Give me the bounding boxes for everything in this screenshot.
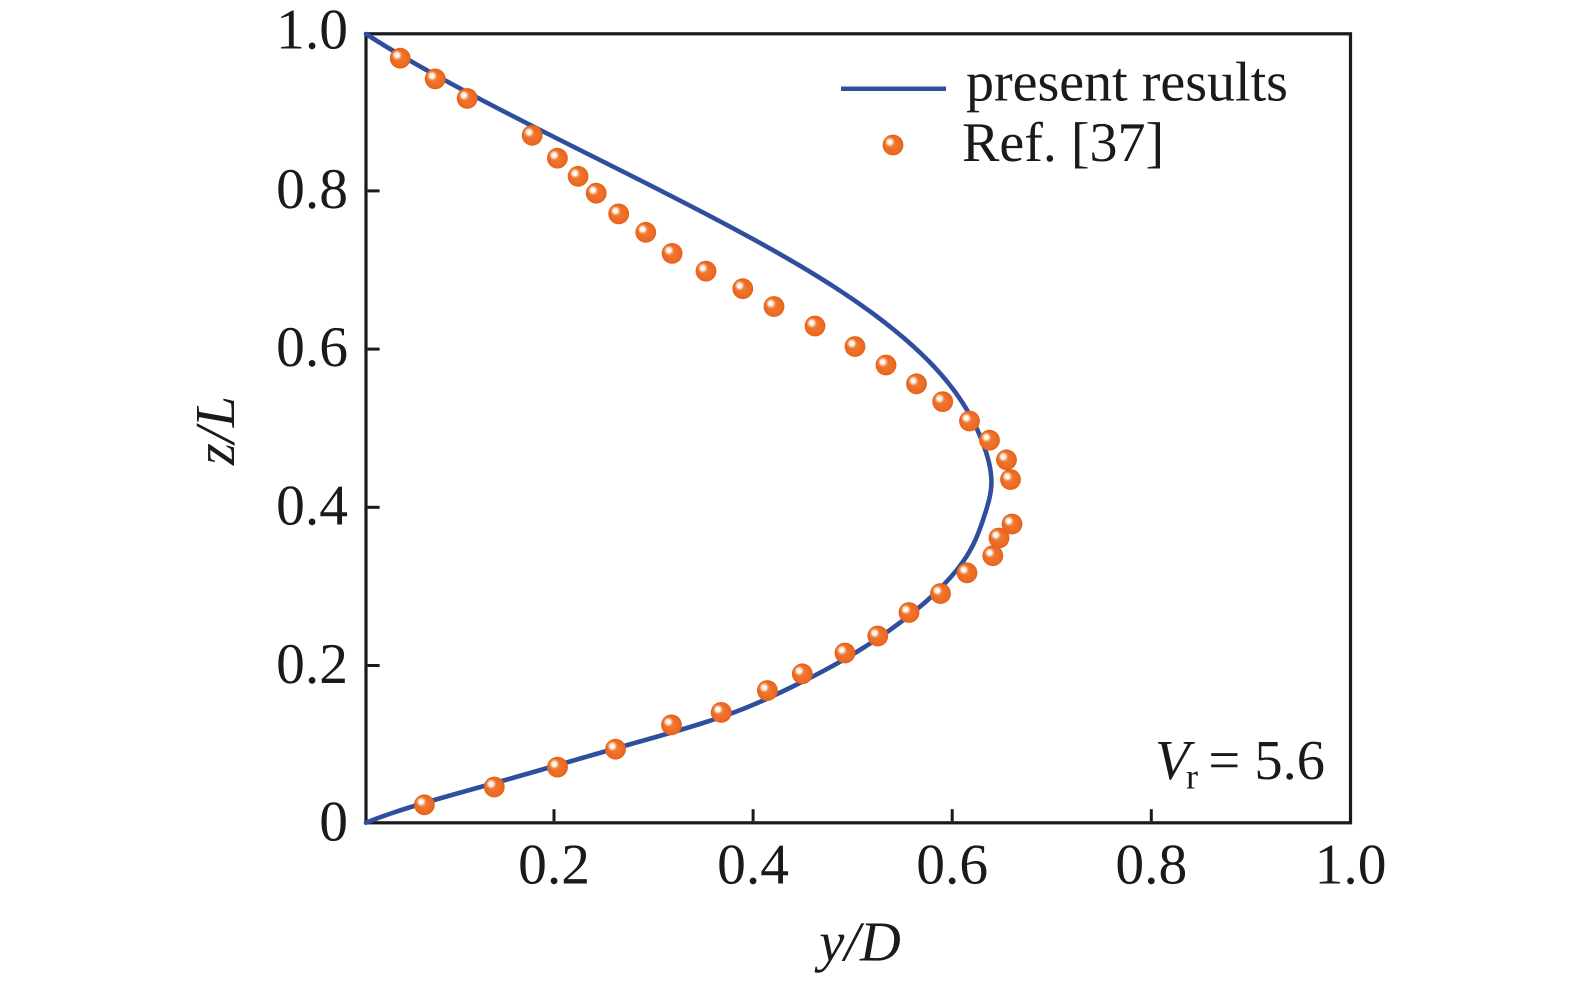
svg-text:Ref. [37]: Ref. [37] — [962, 112, 1164, 174]
svg-text:1.0: 1.0 — [276, 0, 348, 62]
svg-text:0.4: 0.4 — [717, 834, 789, 897]
svg-text:0.2: 0.2 — [276, 633, 348, 696]
svg-text:0.2: 0.2 — [518, 834, 590, 897]
svg-text:z/L: z/L — [185, 396, 247, 466]
svg-text:0.6: 0.6 — [276, 316, 348, 379]
svg-text:0: 0 — [319, 790, 348, 853]
svg-text:0.8: 0.8 — [276, 158, 348, 221]
svg-text:V: V — [1155, 730, 1195, 792]
svg-text:0.4: 0.4 — [276, 475, 348, 538]
svg-text:present results: present results — [966, 52, 1288, 114]
svg-text:1.0: 1.0 — [1315, 834, 1387, 897]
svg-text:y/D: y/D — [814, 912, 901, 974]
svg-text:0.6: 0.6 — [916, 834, 988, 897]
svg-text:= 5.6: = 5.6 — [1208, 730, 1325, 792]
svg-text:0.8: 0.8 — [1115, 834, 1187, 897]
